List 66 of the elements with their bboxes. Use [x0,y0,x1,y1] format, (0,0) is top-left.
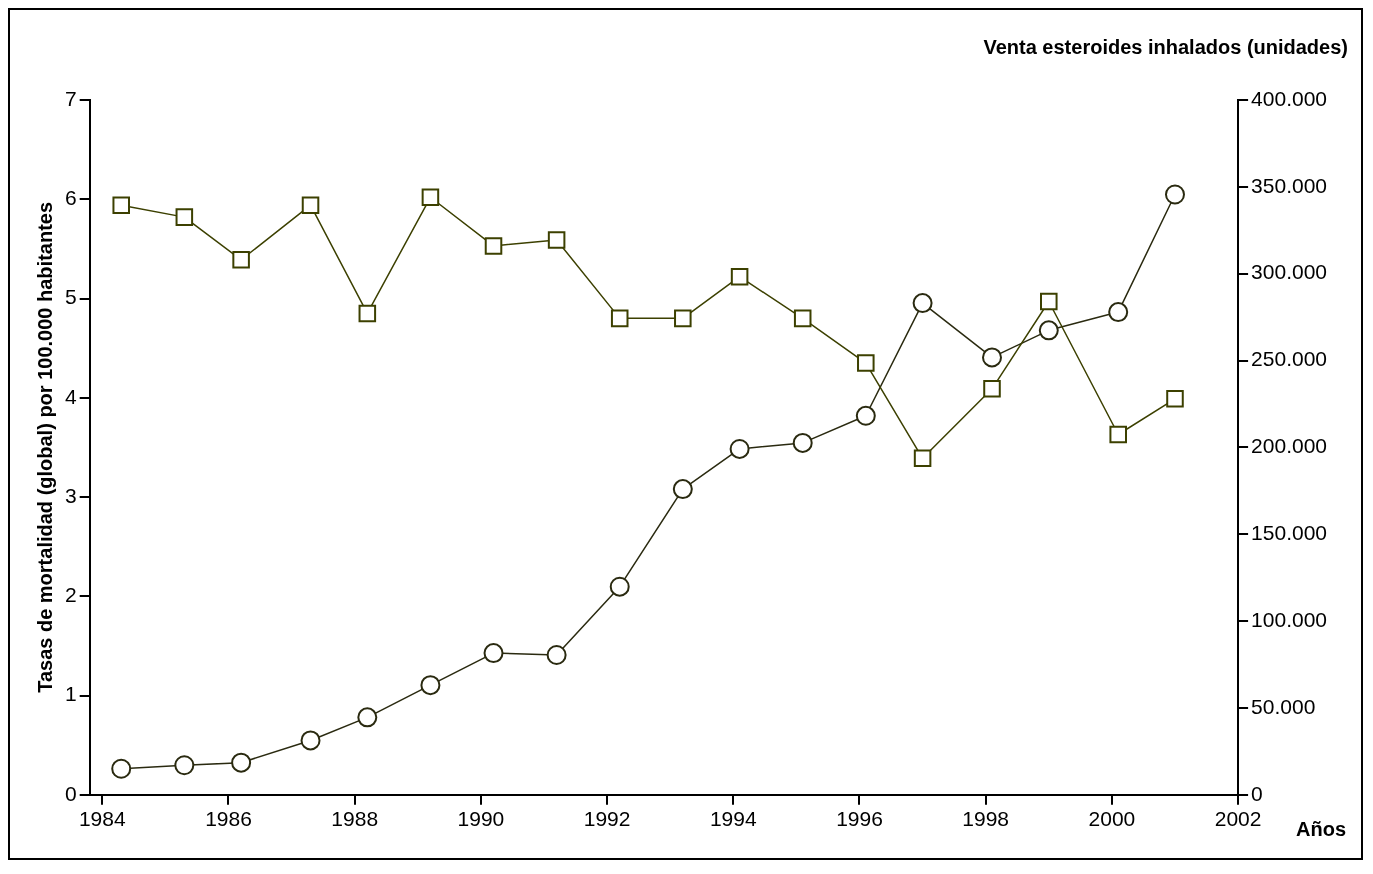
y2-tick-label: 200.000 [1251,434,1328,458]
point [301,196,320,214]
point [912,293,933,314]
point [855,405,876,426]
point [982,347,1002,368]
point [483,643,504,664]
point [1040,292,1058,311]
y2-tick-label: 150.000 [1251,521,1328,545]
y2-tick-label: 0 [1251,781,1263,805]
point [1164,184,1185,205]
point [484,237,503,255]
y-tick-label: 4 [64,384,77,408]
x-tick-label: 2000 [1088,807,1136,831]
y2-axis-title: Venta esteroides inhalados (unidades) [983,35,1348,58]
point [112,196,131,214]
point [546,644,567,665]
point [421,188,440,207]
point [609,576,630,597]
y2-tick-label: 350.000 [1251,173,1328,197]
y-axis-title: Tasas de mortalidad (global) por 100.000 habitantes [33,201,56,693]
point [174,755,195,776]
y-tick-label: 0 [64,781,77,805]
point [1108,302,1129,323]
point [672,479,693,500]
y2-tick-label: 250.000 [1251,347,1328,371]
y-tick-label: 1 [64,682,77,706]
x-tick-label: 1990 [457,807,505,831]
point [358,304,377,323]
x-tick-label: 1996 [836,807,883,831]
x-tick-label: 1984 [78,807,126,831]
y-tick-label: 7 [64,86,77,110]
y2-tick-label: 50.000 [1251,694,1316,718]
point [674,309,692,328]
x-tick-label: 1992 [583,807,631,831]
point [857,354,875,372]
point [1109,425,1127,444]
point [983,380,1001,398]
point [1038,320,1059,341]
point [111,758,132,779]
point [420,675,441,696]
y-tick-label: 2 [64,583,77,607]
x-tick-label: 1994 [709,807,757,831]
x-tick-label: 1998 [962,807,1010,831]
x-tick-label: 1988 [331,807,379,831]
x-tick-label: 2002 [1214,807,1262,831]
y-tick-label: 6 [64,186,77,210]
point [232,251,250,269]
point [1166,389,1184,408]
y2-tick-label: 300.000 [1251,260,1328,284]
point [730,267,749,286]
point [913,449,932,468]
point [792,432,813,453]
x-axis-title: Años [1296,818,1347,841]
point [729,438,750,459]
point [175,208,194,226]
point [231,752,252,773]
x-tick-label: 1986 [205,807,252,831]
point [793,309,812,328]
y2-tick-label: 100.000 [1251,607,1328,631]
point [357,707,378,728]
y-tick-label: 3 [64,483,77,507]
point [547,231,566,249]
y2-tick-label: 400.000 [1251,86,1328,110]
point [610,309,629,328]
y-tick-label: 5 [64,285,77,309]
point [300,730,321,751]
